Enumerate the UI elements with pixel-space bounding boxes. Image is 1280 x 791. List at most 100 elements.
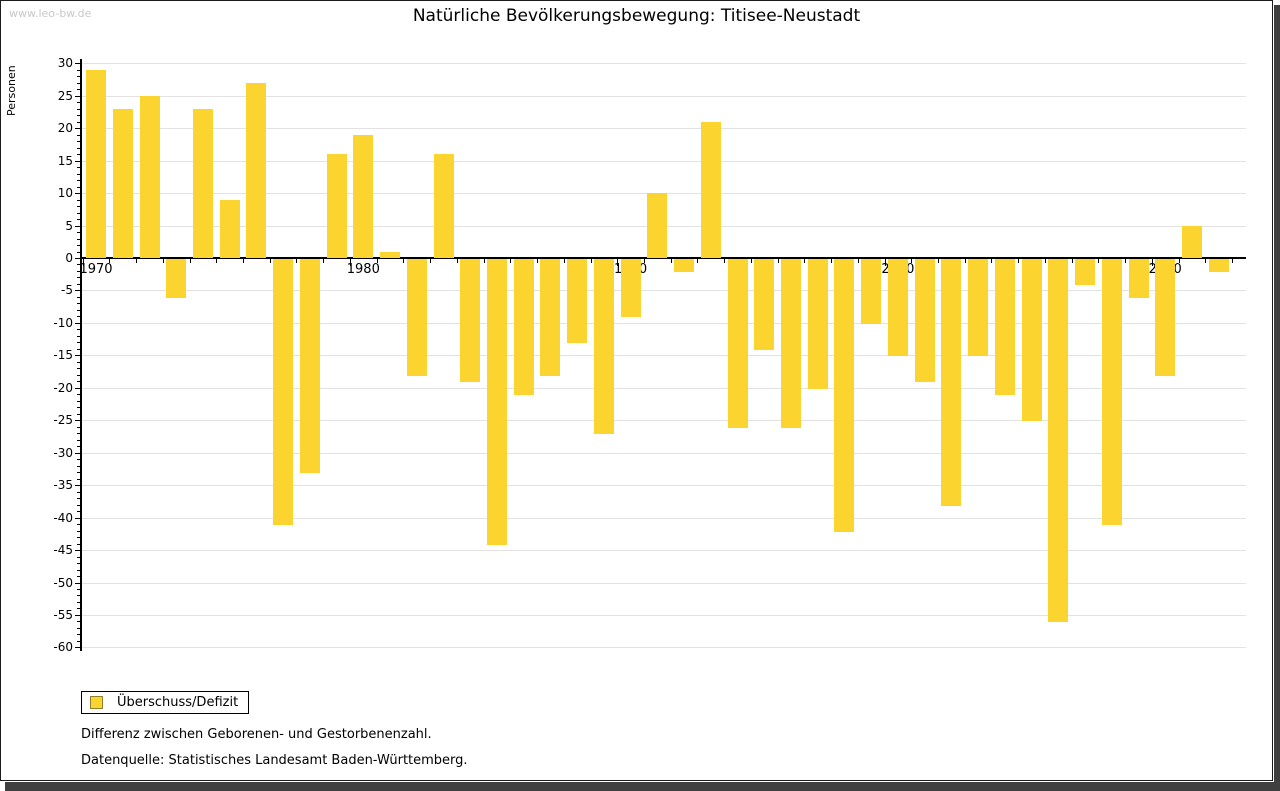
x-tick-19 (590, 259, 592, 263)
y-tick--57 (77, 628, 81, 629)
y-tick-label-0: 0 (65, 251, 73, 265)
y-tick-23 (77, 109, 81, 110)
x-tick-21 (643, 259, 645, 263)
y-tick--54 (77, 608, 81, 609)
y-tick-3 (77, 239, 81, 240)
gridline--30 (81, 453, 1246, 454)
x-tick-10 (349, 259, 351, 266)
bar-1999 (861, 259, 882, 324)
y-tick-label--5: -5 (61, 283, 73, 297)
y-tick--24 (77, 414, 81, 415)
y-tick--53 (77, 602, 81, 603)
y-tick-21 (77, 122, 81, 123)
gridline--55 (81, 615, 1246, 616)
y-tick-6 (77, 219, 81, 220)
y-tick--27 (77, 433, 81, 434)
x-tick-36 (1044, 259, 1046, 263)
bar-1971 (112, 109, 133, 258)
y-tick--50 (75, 583, 81, 584)
y-tick-17 (77, 148, 81, 149)
bar-1974 (192, 109, 213, 258)
y-tick--13 (77, 342, 81, 343)
y-tick--8 (77, 310, 81, 311)
gridline--20 (81, 388, 1246, 389)
bar-1983 (433, 154, 454, 258)
y-tick-10 (75, 193, 81, 194)
x-tick-11 (376, 259, 378, 263)
y-tick--29 (77, 446, 81, 447)
bar-2010 (1155, 259, 1176, 376)
x-tick-7 (269, 259, 271, 263)
y-tick--58 (77, 634, 81, 635)
y-tick--44 (77, 544, 81, 545)
x-tick-27 (804, 259, 806, 263)
x-tick-32 (938, 259, 939, 263)
x-tick-15 (483, 259, 485, 263)
y-tick-11 (77, 187, 81, 188)
x-tick-43 (1232, 259, 1233, 263)
y-tick-8 (77, 206, 81, 207)
y-tick-22 (77, 115, 81, 116)
y-tick-28 (77, 76, 81, 77)
bar-2012 (1208, 259, 1229, 272)
y-tick-12 (77, 180, 81, 181)
y-tick-label--35: -35 (53, 478, 73, 492)
bar-1970 (86, 70, 106, 258)
y-tick-14 (77, 167, 81, 168)
bar-1995 (754, 259, 775, 350)
y-tick--28 (77, 440, 81, 441)
y-tick-0 (75, 258, 81, 259)
x-tick-42 (1205, 259, 1207, 263)
x-tick-0 (82, 259, 84, 266)
bar-1987 (540, 259, 561, 376)
y-tick-20 (75, 128, 81, 129)
x-tick-37 (1071, 259, 1073, 263)
bar-1978 (299, 259, 320, 473)
bar-2002 (941, 259, 962, 506)
x-tick-12 (403, 259, 405, 263)
y-tick-18 (77, 141, 81, 142)
y-tick--22 (77, 401, 81, 402)
bar-2003 (968, 259, 989, 356)
y-tick--4 (77, 284, 81, 285)
y-tick-16 (77, 154, 81, 155)
y-tick--56 (77, 621, 81, 622)
bar-2001 (914, 259, 935, 382)
y-tick--14 (77, 349, 81, 350)
y-tick--47 (77, 563, 81, 564)
y-tick--21 (77, 394, 81, 395)
y-tick-label-15: 15 (57, 154, 73, 168)
bar-1994 (727, 259, 748, 428)
x-tick-40 (1151, 259, 1153, 266)
y-tick--3 (77, 277, 81, 278)
gridline-20 (81, 128, 1246, 129)
y-tick--16 (77, 362, 81, 363)
y-tick--39 (77, 511, 81, 512)
y-tick--43 (77, 537, 81, 538)
y-tick--42 (77, 531, 81, 532)
x-tick-26 (777, 259, 779, 263)
x-tick-24 (724, 259, 726, 263)
y-tick-2 (77, 245, 81, 246)
x-tick-16 (510, 259, 512, 263)
x-tick-28 (831, 259, 832, 263)
x-tick-17 (537, 259, 538, 263)
y-tick--46 (77, 557, 81, 558)
y-tick--38 (77, 505, 81, 506)
bar-1988 (567, 259, 588, 343)
gridline-15 (81, 161, 1246, 162)
bar-1980 (353, 135, 374, 258)
y-tick--33 (77, 472, 81, 473)
gridline-30 (81, 63, 1246, 64)
y-tick-label--20: -20 (53, 381, 73, 395)
x-tick-5 (216, 259, 218, 263)
y-tick-9 (77, 200, 81, 201)
y-tick--59 (77, 641, 81, 642)
x-tick-6 (243, 259, 244, 263)
window-shadow-bottom (5, 782, 1280, 791)
y-tick-24 (77, 102, 81, 103)
y-tick-label--45: -45 (53, 543, 73, 557)
y-tick--10 (75, 323, 81, 324)
y-tick-label-10: 10 (57, 186, 73, 200)
